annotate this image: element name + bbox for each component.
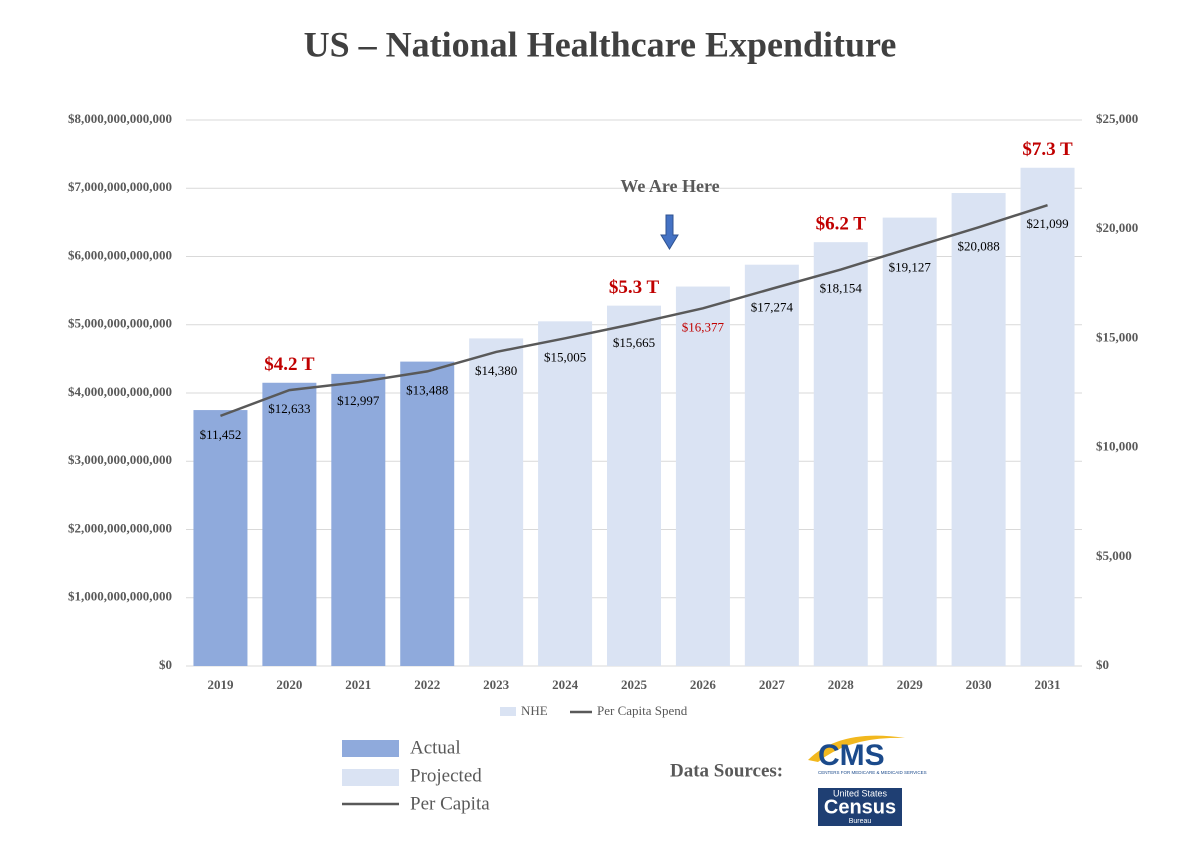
x-tick-label: 2019: [207, 677, 234, 692]
chart-title: US – National Healthcare Expenditure: [304, 24, 897, 64]
x-tick-label: 2024: [552, 677, 579, 692]
census-box: [818, 788, 902, 826]
line-value-label: $20,088: [957, 238, 999, 253]
line-value-label: $15,005: [544, 349, 586, 364]
line-value-label: $12,997: [337, 393, 380, 408]
key-swatch: [342, 740, 399, 757]
line-value-label: $13,488: [406, 382, 448, 397]
bar: [607, 305, 661, 666]
y-tick-label: $7,000,000,000,000: [68, 179, 172, 194]
census-main: Census: [824, 796, 896, 818]
bar: [331, 373, 386, 666]
line-value-label: $17,274: [751, 300, 794, 315]
y2-tick-label: $0: [1096, 657, 1109, 672]
y-tick-label: $6,000,000,000,000: [68, 247, 172, 262]
line-value-label: $18,154: [820, 281, 863, 296]
y-tick-label: $3,000,000,000,000: [68, 452, 172, 467]
y-tick-label: $0: [159, 657, 172, 672]
census-bottom: Bureau: [849, 818, 872, 825]
census-top: United States: [833, 788, 888, 798]
per-capita-line: [220, 204, 1048, 418]
x-tick-label: 2031: [1035, 677, 1061, 692]
x-tick-label: 2026: [690, 677, 717, 692]
y2-tick-label: $5,000: [1096, 548, 1132, 563]
line-value-label: $14,380: [475, 363, 517, 378]
y-tick-label: $4,000,000,000,000: [68, 384, 172, 399]
x-tick-label: 2020: [276, 677, 302, 692]
bar: [193, 410, 248, 666]
bar: [675, 286, 730, 666]
x-tick-label: 2029: [897, 677, 924, 692]
bar: [744, 264, 799, 666]
bar: [882, 217, 937, 666]
key-label: Actual: [410, 737, 461, 758]
bar: [400, 361, 455, 666]
bar: [813, 242, 868, 667]
y-tick-label: $5,000,000,000,000: [68, 316, 172, 331]
line-value-label: $15,665: [613, 335, 655, 350]
bar: [951, 193, 1006, 666]
y2-tick-label: $20,000: [1096, 220, 1138, 235]
x-tick-label: 2030: [966, 677, 992, 692]
line-value-label: $11,452: [200, 427, 242, 442]
x-tick-label: 2028: [828, 677, 855, 692]
bar-value-label: $6.2 T: [816, 214, 867, 235]
legend-swatch: [500, 707, 516, 716]
y2-tick-label: $10,000: [1096, 439, 1138, 454]
annotation: We Are Here: [620, 176, 719, 196]
y2-tick-label: $15,000: [1096, 329, 1138, 344]
sources-label: Data Sources:: [670, 760, 783, 781]
y-tick-label: $1,000,000,000,000: [68, 589, 172, 604]
cms-logo: CMS: [818, 739, 885, 772]
bar-value-label: $4.2 T: [264, 354, 315, 375]
bar: [469, 338, 524, 666]
x-tick-label: 2022: [414, 677, 440, 692]
bar: [262, 382, 317, 666]
x-tick-label: 2025: [621, 677, 648, 692]
bar-value-label: $5.3 T: [609, 277, 660, 298]
cms-sub: CENTERS FOR MEDICARE & MEDICAID SERVICES: [818, 770, 927, 775]
annotation-arrow: [660, 214, 679, 250]
bar: [1020, 167, 1075, 666]
x-tick-label: 2023: [483, 677, 510, 692]
line-value-label: $16,377: [682, 319, 725, 334]
line-value-label: $12,633: [268, 401, 310, 416]
legend-label: NHE: [521, 703, 548, 718]
y-tick-label: $2,000,000,000,000: [68, 520, 172, 535]
line-value-label: $19,127: [889, 259, 932, 274]
line-value-label: $21,099: [1026, 216, 1068, 231]
x-tick-label: 2027: [759, 677, 786, 692]
bar: [538, 321, 593, 666]
key-label: Projected: [410, 765, 482, 786]
y2-tick-label: $25,000: [1096, 111, 1138, 126]
key-swatch: [342, 769, 399, 786]
cms-swoosh: [808, 735, 905, 762]
key-label: Per Capita: [410, 793, 490, 814]
y-tick-label: $8,000,000,000,000: [68, 111, 172, 126]
x-tick-label: 2021: [345, 677, 371, 692]
bar-value-label: $7.3 T: [1022, 139, 1073, 160]
legend-label: Per Capita Spend: [597, 703, 688, 718]
